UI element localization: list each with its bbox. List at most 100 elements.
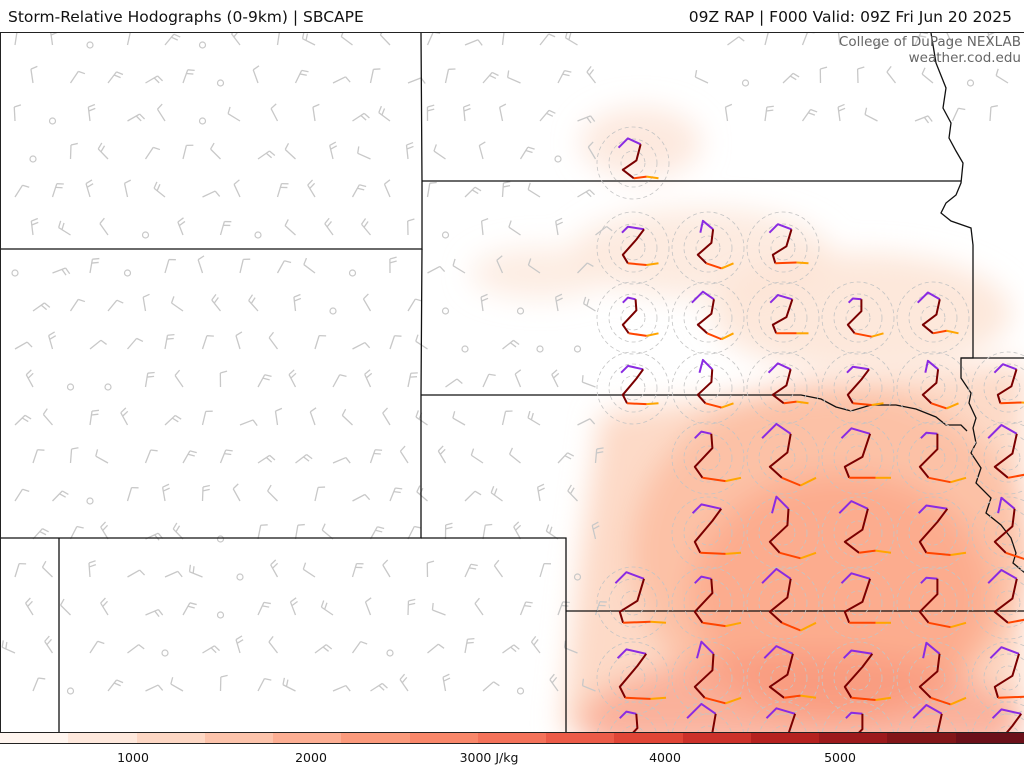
colorbar-label-3000: 3000 J/kg xyxy=(459,750,519,765)
hodograph-segment xyxy=(926,551,951,556)
wind-barb xyxy=(382,559,391,578)
map-canvas xyxy=(1,33,1024,732)
calm-wind-circle xyxy=(161,649,169,657)
wind-barb xyxy=(581,375,596,388)
hodograph-segment xyxy=(993,578,1018,624)
wind-barb xyxy=(360,218,371,236)
wind-barb xyxy=(557,601,570,616)
hodograph xyxy=(671,351,745,425)
wind-barb xyxy=(170,296,184,312)
hodograph-ring xyxy=(896,351,970,425)
wind-barb xyxy=(507,70,521,84)
hodograph-segment xyxy=(989,646,1020,659)
hodograph-segment xyxy=(721,332,734,341)
wind-barb xyxy=(539,33,556,46)
calm-wind-circle xyxy=(573,573,582,581)
hodograph-segment xyxy=(725,696,742,705)
wind-barb xyxy=(819,66,828,84)
hodograph xyxy=(596,211,670,285)
hodograph-ring xyxy=(920,305,946,331)
wind-barb xyxy=(508,447,521,464)
hodograph-segment xyxy=(921,369,940,405)
hodograph-segment xyxy=(1007,473,1024,479)
calm-wind-circle xyxy=(873,41,882,49)
wind-barb xyxy=(288,369,297,388)
wind-barb xyxy=(321,523,334,540)
wind-barb xyxy=(551,369,560,388)
wind-barb xyxy=(87,103,96,122)
hodograph-segment xyxy=(858,549,876,554)
hodograph-segment xyxy=(779,551,801,560)
hodograph-ring xyxy=(770,520,796,546)
hodograph-segment xyxy=(633,175,647,180)
hodograph-segment xyxy=(843,433,872,479)
wind-barb xyxy=(320,600,334,616)
hodograph-segment xyxy=(700,551,726,555)
hodograph-segment xyxy=(930,402,947,410)
hodograph-segment xyxy=(846,368,870,404)
hodograph-segment xyxy=(916,291,941,304)
wind-barb xyxy=(519,146,535,160)
wind-barb xyxy=(52,267,71,276)
wind-barb xyxy=(211,294,222,312)
wind-barb xyxy=(69,447,79,464)
wind-barb xyxy=(69,70,86,84)
hodograph-ring xyxy=(758,363,808,413)
wind-barb xyxy=(69,298,86,312)
wind-barb xyxy=(89,339,107,350)
wind-barb xyxy=(182,144,194,160)
wind-barb xyxy=(307,179,316,198)
colorbar-segment xyxy=(0,733,69,743)
hodograph-ring xyxy=(833,363,883,413)
colorbar-label-1000: 1000 xyxy=(117,750,149,765)
hodograph xyxy=(671,421,745,495)
hodograph-ring xyxy=(995,375,1021,401)
hodograph xyxy=(746,281,820,355)
hodograph-ring xyxy=(695,305,721,331)
wind-barb xyxy=(235,635,244,654)
wind-barb xyxy=(219,370,228,388)
wind-barb xyxy=(164,570,183,578)
hodograph-segment xyxy=(622,296,636,304)
wind-barb xyxy=(164,333,175,350)
colorbar-segment xyxy=(136,733,205,743)
wind-barb xyxy=(210,142,221,160)
calm-wind-circle xyxy=(48,117,57,125)
wind-barb xyxy=(444,68,456,84)
hodograph-segment xyxy=(918,578,939,624)
hodograph-segment xyxy=(614,571,645,584)
wind-barb xyxy=(156,103,166,122)
hodograph-segment xyxy=(621,144,642,180)
wind-barb xyxy=(14,33,18,46)
hodograph-ring xyxy=(620,375,646,401)
hodograph-segment xyxy=(843,508,869,554)
hodograph-ring xyxy=(596,351,670,425)
colorbar-segment xyxy=(68,733,137,743)
wind-barb xyxy=(127,644,145,654)
hodograph-ring xyxy=(620,150,646,176)
calm-wind-circle xyxy=(216,79,225,87)
wind-barb xyxy=(89,257,100,274)
wind-barb xyxy=(201,410,213,426)
wind-barb xyxy=(95,449,109,464)
wind-barb xyxy=(314,334,327,350)
wind-barb xyxy=(480,217,489,236)
wind-barb xyxy=(44,635,54,654)
wind-barb xyxy=(352,112,370,122)
hodograph-ring xyxy=(983,578,1024,628)
credit-block: College of DuPage NEXLAB weather.cod.edu xyxy=(839,34,1021,66)
hodograph-segment xyxy=(840,572,871,584)
hodograph-ring xyxy=(833,578,883,628)
hodograph-segment xyxy=(917,504,948,514)
hodograph-segment xyxy=(693,578,714,624)
colorbar-segment xyxy=(682,733,751,743)
hodograph-ring xyxy=(770,305,796,331)
hodograph xyxy=(671,566,745,640)
hodograph-segment xyxy=(843,578,872,624)
wind-barb xyxy=(530,635,541,654)
colorbar-segment xyxy=(819,733,888,743)
wind-barb xyxy=(837,103,846,122)
hodographs xyxy=(596,126,1024,732)
hodograph-segment xyxy=(920,576,938,584)
hodograph-ring xyxy=(695,665,721,691)
